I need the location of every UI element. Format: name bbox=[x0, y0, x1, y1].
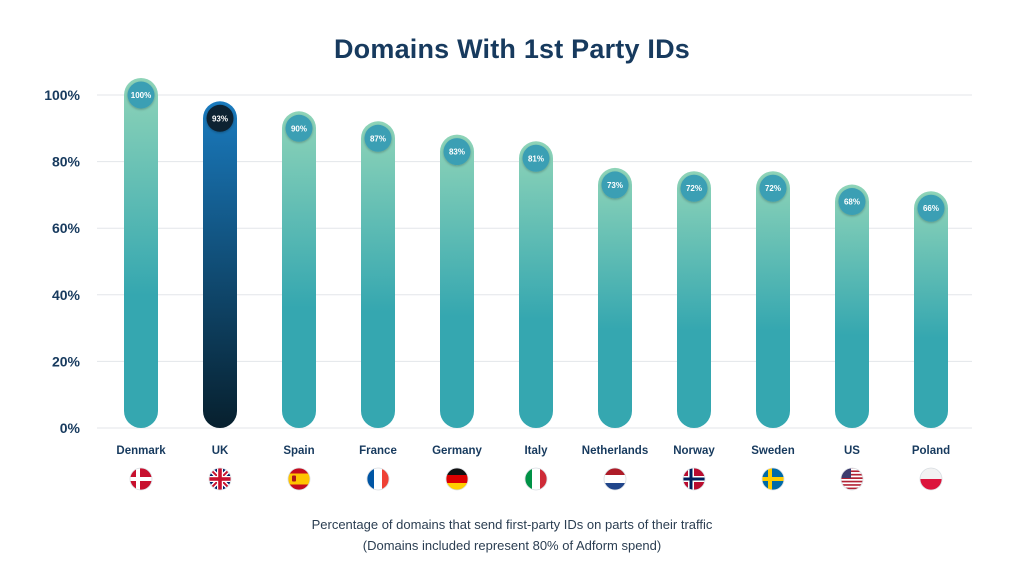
flag-spain-icon bbox=[287, 467, 311, 491]
x-tick-label: Italy bbox=[524, 445, 548, 457]
bar-group: 72% bbox=[756, 171, 790, 429]
x-tick-label: US bbox=[844, 445, 860, 457]
x-tick-label: Poland bbox=[912, 445, 950, 457]
bar bbox=[835, 184, 869, 428]
bar-group: 90% bbox=[282, 111, 316, 429]
x-tick-label: Denmark bbox=[116, 445, 166, 457]
data-label: 72% bbox=[765, 184, 781, 193]
bar bbox=[519, 141, 553, 428]
y-tick-label: 100% bbox=[44, 87, 80, 103]
data-label: 100% bbox=[131, 91, 151, 100]
flag-netherlands-icon bbox=[603, 467, 627, 491]
value-badge bbox=[680, 174, 708, 202]
bar-group: 68% bbox=[835, 184, 869, 428]
x-tick-label: Spain bbox=[283, 445, 314, 457]
data-label: 90% bbox=[291, 124, 307, 133]
value-badge bbox=[917, 194, 945, 222]
y-tick-label: 40% bbox=[52, 287, 81, 303]
bar-group: 87% bbox=[361, 121, 395, 428]
value-badge bbox=[285, 114, 313, 142]
data-label: 93% bbox=[212, 114, 228, 123]
x-tick-label: France bbox=[359, 445, 397, 457]
value-badge bbox=[838, 188, 866, 216]
flag-denmark-icon bbox=[129, 467, 153, 491]
x-tick-label: Sweden bbox=[751, 445, 794, 457]
flag-france-icon bbox=[366, 467, 390, 491]
flag-germany-icon bbox=[445, 467, 469, 491]
x-tick-label: Norway bbox=[673, 445, 715, 457]
data-label: 81% bbox=[528, 154, 544, 163]
data-label: 87% bbox=[370, 134, 386, 143]
bar bbox=[598, 167, 632, 428]
data-label: 72% bbox=[686, 184, 702, 193]
y-tick-label: 20% bbox=[52, 353, 81, 369]
value-badge bbox=[364, 124, 392, 152]
value-badge bbox=[522, 144, 550, 172]
bar-group: 66% bbox=[914, 191, 948, 428]
bar bbox=[756, 171, 790, 429]
bar-group: 93% bbox=[203, 101, 237, 428]
bar bbox=[124, 78, 158, 428]
bar-group: 72% bbox=[677, 171, 711, 429]
bar-group: 100% bbox=[124, 78, 158, 428]
x-tick-label: UK bbox=[212, 445, 229, 457]
y-tick-label: 0% bbox=[60, 420, 81, 436]
flag-uk-icon bbox=[208, 467, 232, 491]
bar-group: 81% bbox=[519, 141, 553, 428]
data-label: 83% bbox=[449, 148, 465, 157]
y-tick-label: 80% bbox=[52, 154, 81, 170]
flag-sweden-icon bbox=[761, 467, 785, 491]
value-badge bbox=[601, 171, 629, 199]
bar bbox=[914, 191, 948, 428]
value-badge bbox=[206, 104, 234, 132]
flag-us-icon bbox=[840, 467, 864, 491]
bar-group: 83% bbox=[440, 134, 474, 429]
x-tick-label: Netherlands bbox=[582, 445, 648, 457]
bar bbox=[203, 101, 237, 428]
caption-line-1: Percentage of domains that send first-pa… bbox=[311, 517, 713, 532]
bar bbox=[282, 111, 316, 429]
caption-line-2: (Domains included represent 80% of Adfor… bbox=[362, 538, 662, 553]
bar bbox=[677, 171, 711, 429]
value-badge bbox=[127, 81, 155, 109]
chart-title: Domains With 1st Party IDs bbox=[333, 34, 691, 64]
flag-norway-icon bbox=[682, 467, 706, 491]
data-label: 66% bbox=[923, 204, 939, 213]
value-badge bbox=[443, 138, 471, 166]
x-tick-label: Germany bbox=[432, 445, 482, 457]
data-label: 73% bbox=[607, 181, 623, 190]
value-badge bbox=[759, 174, 787, 202]
bar bbox=[361, 121, 395, 428]
flag-poland-icon bbox=[919, 467, 943, 491]
bar-group: 73% bbox=[598, 167, 632, 428]
y-tick-label: 60% bbox=[52, 220, 81, 236]
data-label: 68% bbox=[844, 198, 860, 207]
bar bbox=[440, 134, 474, 429]
flag-italy-icon bbox=[524, 467, 548, 491]
